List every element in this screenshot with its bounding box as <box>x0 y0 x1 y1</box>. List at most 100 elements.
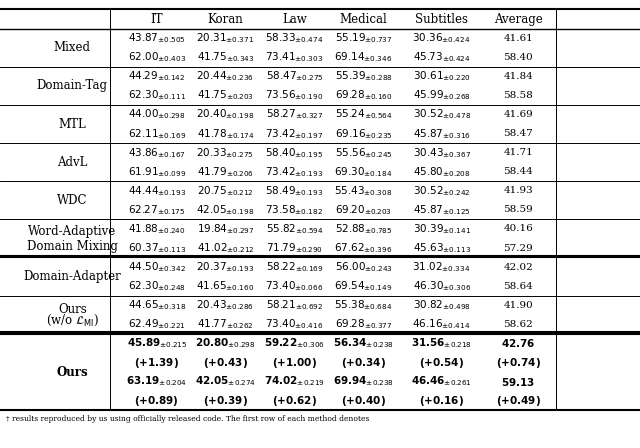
Text: $41.75_{\pm 0.203}$: $41.75_{\pm 0.203}$ <box>197 89 253 102</box>
Text: $44.29_{\pm 0.142}$: $44.29_{\pm 0.142}$ <box>128 69 186 83</box>
Text: $\mathbf{20.80}_{\pm 0.298}$: $\mathbf{20.80}_{\pm 0.298}$ <box>195 336 255 350</box>
Text: $20.33_{\pm 0.275}$: $20.33_{\pm 0.275}$ <box>196 146 254 159</box>
Text: Koran: Koran <box>207 13 243 26</box>
Text: 58.59: 58.59 <box>504 205 533 215</box>
Text: 58.58: 58.58 <box>504 91 533 100</box>
Text: WDC: WDC <box>57 194 88 207</box>
Text: $44.50_{\pm 0.342}$: $44.50_{\pm 0.342}$ <box>128 260 186 274</box>
Text: MTL: MTL <box>58 117 86 130</box>
Text: $58.47_{\pm 0.275}$: $58.47_{\pm 0.275}$ <box>266 69 323 83</box>
Text: $\mathbf{(+0.16)}$: $\mathbf{(+0.16)}$ <box>419 394 464 408</box>
Text: 41.61: 41.61 <box>504 34 533 43</box>
Text: $73.40_{\pm 0.416}$: $73.40_{\pm 0.416}$ <box>266 318 323 331</box>
Text: $20.75_{\pm 0.212}$: $20.75_{\pm 0.212}$ <box>197 184 253 198</box>
Text: $19.84_{\pm 0.297}$: $19.84_{\pm 0.297}$ <box>196 222 254 236</box>
Text: $41.75_{\pm 0.343}$: $41.75_{\pm 0.343}$ <box>196 51 254 64</box>
Text: $60.37_{\pm 0.113}$: $60.37_{\pm 0.113}$ <box>128 241 186 255</box>
Text: $45.87_{\pm 0.316}$: $45.87_{\pm 0.316}$ <box>413 127 470 141</box>
Text: Ours: Ours <box>56 366 88 379</box>
Text: 41.69: 41.69 <box>504 110 533 119</box>
Text: $55.82_{\pm 0.594}$: $55.82_{\pm 0.594}$ <box>266 222 323 236</box>
Text: $45.87_{\pm 0.125}$: $45.87_{\pm 0.125}$ <box>413 203 470 217</box>
Text: $58.33_{\pm 0.474}$: $58.33_{\pm 0.474}$ <box>265 31 324 45</box>
Text: $44.65_{\pm 0.318}$: $44.65_{\pm 0.318}$ <box>128 298 186 312</box>
Text: $55.43_{\pm 0.308}$: $55.43_{\pm 0.308}$ <box>335 184 392 198</box>
Text: $55.24_{\pm 0.564}$: $55.24_{\pm 0.564}$ <box>335 108 392 121</box>
Text: $30.52_{\pm 0.478}$: $30.52_{\pm 0.478}$ <box>413 108 470 121</box>
Text: $42.05_{\pm 0.198}$: $42.05_{\pm 0.198}$ <box>196 203 254 217</box>
Text: $73.42_{\pm 0.193}$: $73.42_{\pm 0.193}$ <box>266 165 323 179</box>
Text: $\mathbf{(+0.54)}$: $\mathbf{(+0.54)}$ <box>419 356 464 370</box>
Text: 41.71: 41.71 <box>504 148 533 157</box>
Text: $55.56_{\pm 0.245}$: $55.56_{\pm 0.245}$ <box>335 146 392 159</box>
Text: $69.14_{\pm 0.346}$: $69.14_{\pm 0.346}$ <box>335 51 392 64</box>
Text: $69.54_{\pm 0.149}$: $69.54_{\pm 0.149}$ <box>335 279 392 293</box>
Text: $\mathbf{69.94}_{\pm 0.238}$: $\mathbf{69.94}_{\pm 0.238}$ <box>333 375 394 388</box>
Text: 58.62: 58.62 <box>504 320 533 329</box>
Text: $\mathbf{42.05}_{\pm 0.274}$: $\mathbf{42.05}_{\pm 0.274}$ <box>195 375 256 388</box>
Text: IT: IT <box>150 13 163 26</box>
Text: $41.88_{\pm 0.240}$: $41.88_{\pm 0.240}$ <box>128 222 186 236</box>
Text: $58.40_{\pm 0.195}$: $58.40_{\pm 0.195}$ <box>266 146 323 159</box>
Text: 41.93: 41.93 <box>504 186 533 195</box>
Text: $71.79_{\pm 0.290}$: $71.79_{\pm 0.290}$ <box>266 241 323 255</box>
Text: $73.40_{\pm 0.066}$: $73.40_{\pm 0.066}$ <box>266 279 323 293</box>
Text: $30.39_{\pm 0.141}$: $30.39_{\pm 0.141}$ <box>413 222 470 236</box>
Text: Average: Average <box>494 13 543 26</box>
Text: $58.22_{\pm 0.169}$: $58.22_{\pm 0.169}$ <box>266 260 323 274</box>
Text: $\mathbf{(+0.49)}$: $\mathbf{(+0.49)}$ <box>496 394 541 408</box>
Text: $\mathbf{31.56}_{\pm 0.218}$: $\mathbf{31.56}_{\pm 0.218}$ <box>411 336 472 350</box>
Text: $\mathbf{74.02}_{\pm 0.219}$: $\mathbf{74.02}_{\pm 0.219}$ <box>264 375 325 388</box>
Text: $41.78_{\pm 0.174}$: $41.78_{\pm 0.174}$ <box>196 127 254 141</box>
Text: (w/o $\mathcal{L}_{\mathrm{MI}}$): (w/o $\mathcal{L}_{\mathrm{MI}}$) <box>45 313 99 328</box>
Text: 58.40: 58.40 <box>504 53 533 62</box>
Text: $\mathbf{(+0.89)}$: $\mathbf{(+0.89)}$ <box>134 394 179 408</box>
Text: $30.52_{\pm 0.242}$: $30.52_{\pm 0.242}$ <box>413 184 470 198</box>
Text: Subtitles: Subtitles <box>415 13 468 26</box>
Text: $44.44_{\pm 0.193}$: $44.44_{\pm 0.193}$ <box>128 184 186 198</box>
Text: Domain-Adapter: Domain-Adapter <box>24 270 121 283</box>
Text: $\mathbf{63.19}_{\pm 0.204}$: $\mathbf{63.19}_{\pm 0.204}$ <box>126 375 188 388</box>
Text: $67.62_{\pm 0.396}$: $67.62_{\pm 0.396}$ <box>335 241 392 255</box>
Text: $30.36_{\pm 0.424}$: $30.36_{\pm 0.424}$ <box>412 31 471 45</box>
Text: $41.02_{\pm 0.212}$: $41.02_{\pm 0.212}$ <box>196 241 254 255</box>
Text: $\mathbf{42.76}$: $\mathbf{42.76}$ <box>501 337 536 349</box>
Text: $62.11_{\pm 0.169}$: $62.11_{\pm 0.169}$ <box>128 127 186 141</box>
Text: $\mathbf{(+1.39)}$: $\mathbf{(+1.39)}$ <box>134 356 179 370</box>
Text: 58.64: 58.64 <box>504 282 533 291</box>
Text: Word-Adaptive
Domain Mixing: Word-Adaptive Domain Mixing <box>27 224 118 253</box>
Text: $45.99_{\pm 0.268}$: $45.99_{\pm 0.268}$ <box>413 89 470 102</box>
Text: $\mathbf{45.89}_{\pm 0.215}$: $\mathbf{45.89}_{\pm 0.215}$ <box>127 336 187 350</box>
Text: 41.84: 41.84 <box>504 72 533 81</box>
Text: AdvL: AdvL <box>57 156 88 169</box>
Text: Domain-Tag: Domain-Tag <box>37 79 108 92</box>
Text: $46.30_{\pm 0.306}$: $46.30_{\pm 0.306}$ <box>413 279 470 293</box>
Text: $\mathbf{(+0.34)}$: $\mathbf{(+0.34)}$ <box>341 356 386 370</box>
Text: $58.27_{\pm 0.327}$: $58.27_{\pm 0.327}$ <box>266 108 323 121</box>
Text: $62.00_{\pm 0.403}$: $62.00_{\pm 0.403}$ <box>128 51 186 64</box>
Text: Law: Law <box>282 13 307 26</box>
Text: $\mathbf{46.46}_{\pm 0.261}$: $\mathbf{46.46}_{\pm 0.261}$ <box>412 375 472 388</box>
Text: Ours: Ours <box>58 302 86 315</box>
Text: $\mathbf{59.13}$: $\mathbf{59.13}$ <box>501 375 536 388</box>
Text: $55.38_{\pm 0.684}$: $55.38_{\pm 0.684}$ <box>334 298 393 312</box>
Text: $20.31_{\pm 0.371}$: $20.31_{\pm 0.371}$ <box>196 31 254 45</box>
Text: $73.42_{\pm 0.197}$: $73.42_{\pm 0.197}$ <box>266 127 323 141</box>
Text: $30.43_{\pm 0.367}$: $30.43_{\pm 0.367}$ <box>413 146 470 159</box>
Text: $45.63_{\pm 0.113}$: $45.63_{\pm 0.113}$ <box>413 241 470 255</box>
Text: $41.65_{\pm 0.160}$: $41.65_{\pm 0.160}$ <box>196 279 254 293</box>
Text: Mixed: Mixed <box>54 41 91 54</box>
Text: $\mathbf{(+0.74)}$: $\mathbf{(+0.74)}$ <box>496 356 541 370</box>
Text: Medical: Medical <box>340 13 387 26</box>
Text: $\mathbf{(+0.39)}$: $\mathbf{(+0.39)}$ <box>203 394 248 408</box>
Text: $69.28_{\pm 0.377}$: $69.28_{\pm 0.377}$ <box>335 318 392 331</box>
Text: $\mathbf{56.34}_{\pm 0.238}$: $\mathbf{56.34}_{\pm 0.238}$ <box>333 336 394 350</box>
Text: $69.16_{\pm 0.235}$: $69.16_{\pm 0.235}$ <box>335 127 392 141</box>
Text: 58.44: 58.44 <box>504 167 533 176</box>
Text: 42.02: 42.02 <box>504 263 533 271</box>
Text: $73.56_{\pm 0.190}$: $73.56_{\pm 0.190}$ <box>266 89 323 102</box>
Text: 57.29: 57.29 <box>504 244 533 253</box>
Text: $45.73_{\pm 0.424}$: $45.73_{\pm 0.424}$ <box>413 51 470 64</box>
Text: $62.30_{\pm 0.111}$: $62.30_{\pm 0.111}$ <box>128 89 186 102</box>
Text: $\mathbf{(+0.62)}$: $\mathbf{(+0.62)}$ <box>272 394 317 408</box>
